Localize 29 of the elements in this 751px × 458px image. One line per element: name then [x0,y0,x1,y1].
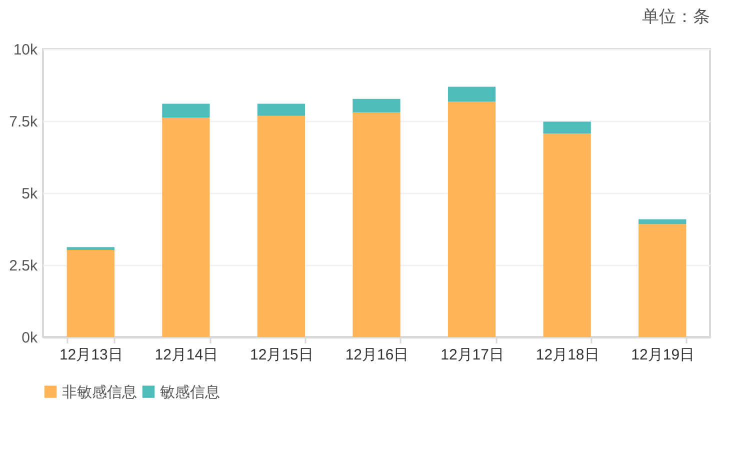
bar [448,102,496,337]
bar [66,247,114,250]
y-tick-label: 2.5k [9,258,38,274]
bar [543,134,591,337]
bar [66,250,114,337]
bar [352,112,400,337]
y-tick-label: 0k [22,330,38,346]
x-tick-label: 12月13日 [59,346,123,364]
legend-label: 非敏感信息 [62,384,137,401]
x-tick-label: 12月17日 [440,346,504,364]
y-tick-label: 5k [22,186,38,202]
bar [638,219,686,224]
text: 单位：条 [642,7,710,26]
x-tick-label: 12月15日 [250,346,314,364]
x-tick-label: 12月16日 [345,346,409,364]
bar [448,86,496,102]
y-tick-label: 7.5k [9,114,38,130]
bar [543,122,591,134]
x-tick-label: 12月18日 [536,346,600,364]
bar [638,224,686,337]
y-tick-label: 10k [13,42,38,58]
bar [162,118,210,337]
legend-label: 敏感信息 [160,384,220,401]
bar [257,104,306,116]
bar [162,104,210,118]
x-tick-label: 12月14日 [154,346,218,364]
x-tick-label: 12月19日 [631,346,695,364]
bar [257,116,306,337]
bar [352,98,400,112]
